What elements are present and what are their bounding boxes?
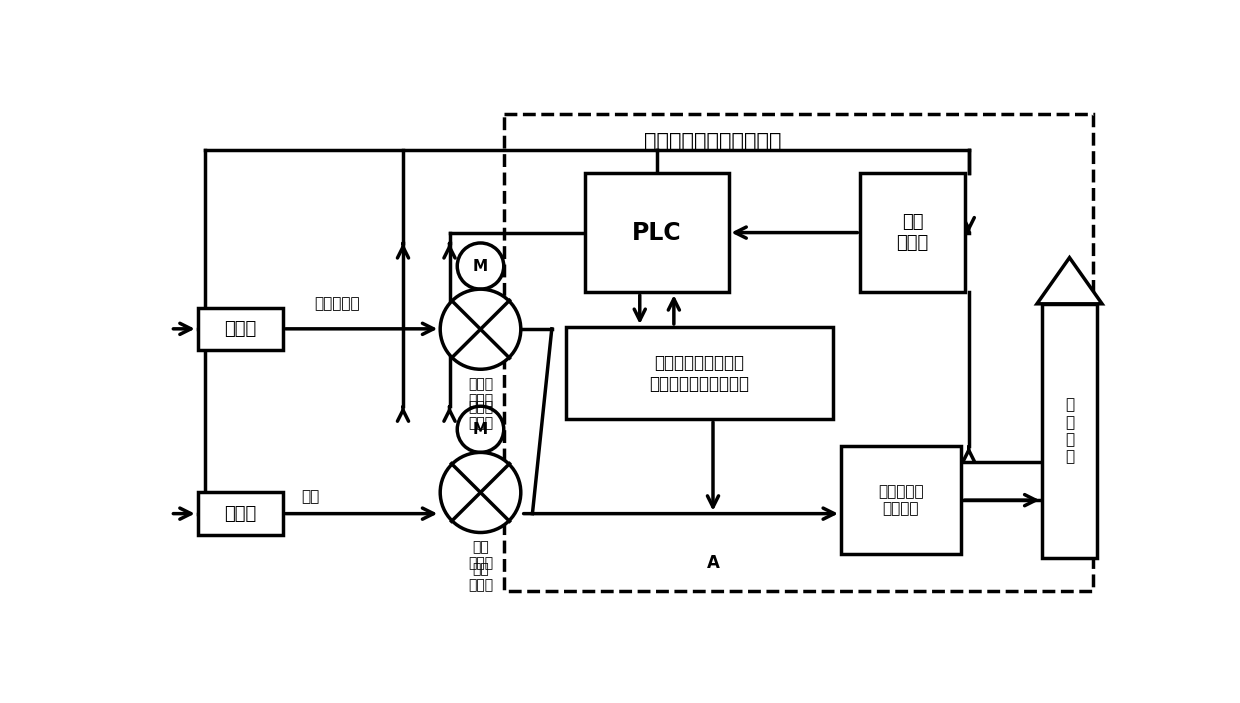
Bar [503, 114, 1092, 591]
Bar [841, 446, 961, 554]
Circle shape [440, 289, 521, 369]
Text: 热值仪显示并输出：
热值、华白指数、比重: 热值仪显示并输出： 热值、华白指数、比重 [650, 354, 749, 392]
Polygon shape [1037, 257, 1102, 304]
Text: M: M [472, 422, 489, 437]
Text: 空气
调节阀: 空气 调节阀 [467, 540, 494, 570]
Bar [565, 327, 833, 419]
Text: M: M [472, 259, 489, 273]
Text: 稳定热值的燃气输出系统: 稳定热值的燃气输出系统 [645, 132, 781, 152]
Bar [197, 493, 283, 535]
Circle shape [458, 243, 503, 289]
Bar [861, 173, 965, 292]
Text: 玻璃炉窑或
陶瓷炉窑: 玻璃炉窑或 陶瓷炉窑 [878, 484, 924, 517]
Text: PLC: PLC [632, 221, 682, 245]
Text: 烟气
分析仪: 烟气 分析仪 [897, 213, 929, 252]
Circle shape [440, 453, 521, 532]
Text: 空气
调节阀: 空气 调节阀 [467, 562, 494, 592]
Text: 液化气
调节阀: 液化气 调节阀 [467, 401, 494, 430]
Bar [585, 173, 729, 292]
Text: 空气: 空气 [301, 489, 319, 504]
Text: 液化气
调节阀: 液化气 调节阀 [467, 377, 494, 407]
Text: 流量计: 流量计 [224, 320, 257, 338]
Text: A: A [707, 554, 719, 572]
Text: 放
散
烟
囱: 放 散 烟 囱 [1065, 397, 1074, 465]
Text: 气态液化气: 气态液化气 [314, 296, 360, 311]
Bar [1043, 304, 1096, 558]
Bar [197, 308, 283, 350]
Circle shape [458, 406, 503, 453]
Text: 流量计: 流量计 [224, 505, 257, 522]
